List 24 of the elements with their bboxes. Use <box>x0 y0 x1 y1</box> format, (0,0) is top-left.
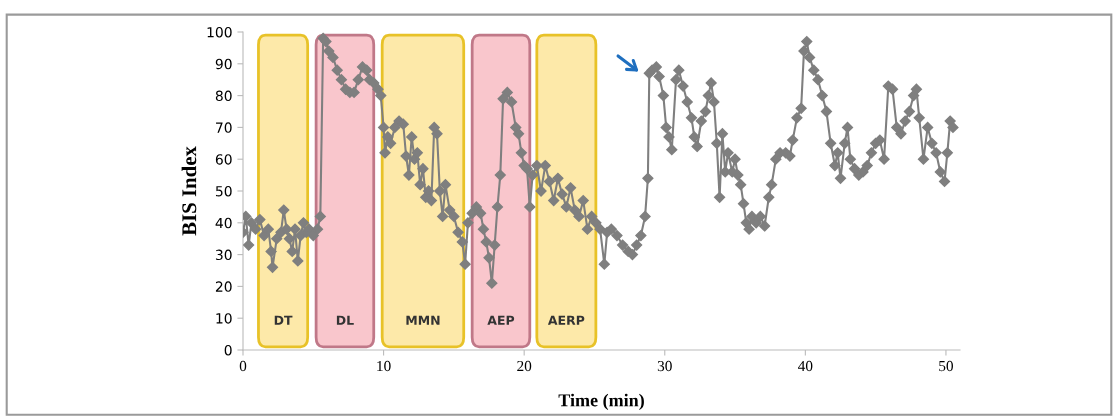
x-tick-label: 0 <box>239 360 247 372</box>
y-tick-label: 20 <box>215 281 232 292</box>
y-tick-label: 40 <box>215 217 232 229</box>
y-axis-title: BIS Index <box>181 146 197 236</box>
y-tick-label: 80 <box>215 90 232 102</box>
y-tick-label: 0 <box>224 344 232 356</box>
x-tick-label: 30 <box>657 360 672 372</box>
y-tick-label: 60 <box>215 154 232 165</box>
band-label: DT <box>274 315 293 325</box>
band-label: AEP <box>487 315 515 325</box>
x-tick-label: 10 <box>377 360 391 372</box>
band-label: MMN <box>406 315 440 325</box>
y-tick-label: 50 <box>215 185 232 197</box>
y-tick-label: 30 <box>215 249 232 261</box>
band-label: DL <box>336 315 354 325</box>
x-tick-label: 40 <box>798 360 813 372</box>
x-tick-label: 50 <box>939 360 953 372</box>
y-tick-label: 10 <box>216 313 232 324</box>
y-tick-label: 100 <box>207 26 232 38</box>
y-tick-label: 70 <box>216 122 232 133</box>
band-label: AERP <box>547 315 585 325</box>
x-axis-title: Time (min) <box>558 393 644 411</box>
y-tick-label: 90 <box>215 58 232 70</box>
x-tick-label: 20 <box>517 360 532 372</box>
